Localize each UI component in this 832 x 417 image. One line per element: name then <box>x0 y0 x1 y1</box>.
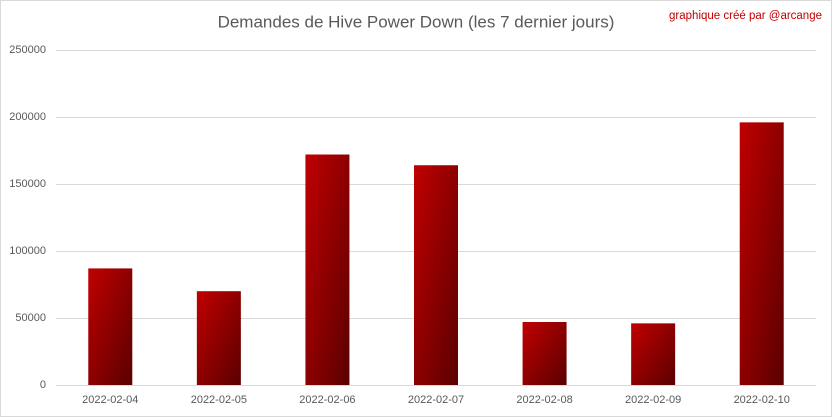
x-tick-label: 2022-02-10 <box>734 394 790 406</box>
x-tick-label: 2022-02-08 <box>516 394 572 406</box>
y-tick-label: 200000 <box>9 111 46 123</box>
y-tick-label: 150000 <box>9 178 46 190</box>
x-tick-label: 2022-02-04 <box>82 394 138 406</box>
y-tick-label: 250000 <box>9 44 46 56</box>
bar <box>522 322 567 385</box>
bar <box>414 165 458 385</box>
bar <box>739 122 784 386</box>
y-tick-label: 50000 <box>15 312 46 324</box>
annotation: graphique créé par @arcange <box>669 10 822 22</box>
x-tick-label: 2022-02-07 <box>408 394 464 406</box>
y-tick-label: 0 <box>40 379 46 391</box>
chart-title: Demandes de Hive Power Down (les 7 derni… <box>218 12 615 31</box>
x-tick-label: 2022-02-05 <box>191 394 247 406</box>
bar <box>196 291 241 385</box>
bar <box>631 323 676 385</box>
x-tick-label: 2022-02-06 <box>299 394 355 406</box>
bar <box>305 154 350 385</box>
bar <box>88 268 133 385</box>
x-tick-label: 2022-02-09 <box>625 394 681 406</box>
y-tick-label: 100000 <box>9 245 46 257</box>
